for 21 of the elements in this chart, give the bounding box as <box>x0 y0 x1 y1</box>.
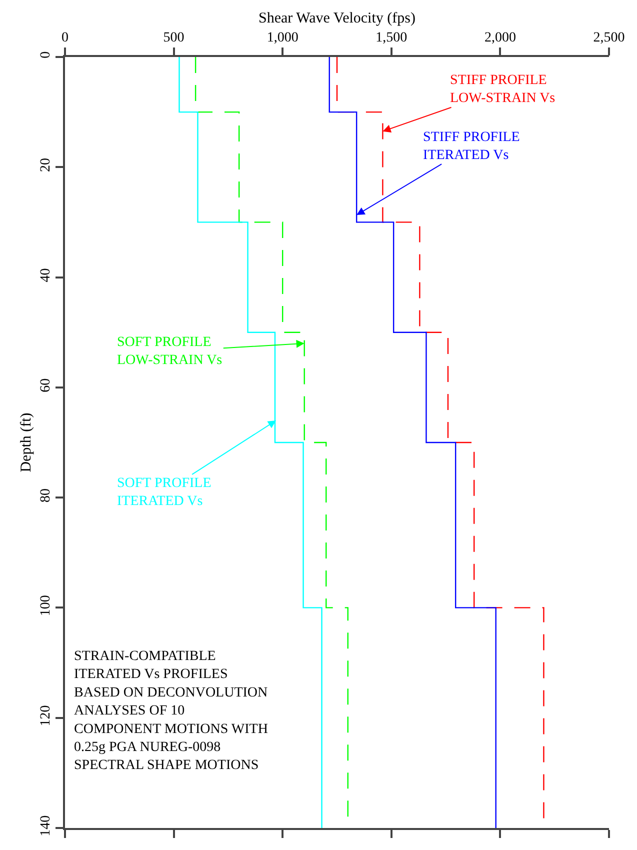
y-tick-label: 80 <box>38 488 54 502</box>
x-tick-label: 1,000 <box>266 30 298 46</box>
annotation: STRAIN-COMPATIBLE ITERATED Vs PROFILES BASED ON DECONVOLUTION ANALYSES OF 10 COMPONENT MOTIONS WITH 0.25g PGA NUREG-0098 SPECTRAL SHAPE MOTIONS <box>74 649 268 774</box>
x-axis-title: Shear Wave Velocity (fps) <box>258 10 416 26</box>
annotation: SOFT PROFILE ITERATED Vs <box>117 476 212 510</box>
y-axis-title: Depth (ft) <box>18 412 34 472</box>
y-tick-label: 120 <box>38 705 54 726</box>
y-tick-label: 60 <box>38 378 54 392</box>
x-tick-label: 2,000 <box>484 30 516 46</box>
x-tick-label: 0 <box>62 30 68 46</box>
y-tick-label: 40 <box>38 268 54 282</box>
y-tick-label: 140 <box>38 815 54 836</box>
x-tick-label: 1,500 <box>376 30 408 46</box>
x-tick-label: 2,500 <box>593 30 625 46</box>
annotation: SOFT PROFILE LOW-STRAIN Vs <box>117 335 222 368</box>
y-tick-label: 100 <box>38 595 54 616</box>
annotation: STIFF PROFILE LOW-STRAIN Vs <box>450 73 556 106</box>
y-tick-label: 0 <box>38 51 54 58</box>
y-tick-label: 20 <box>38 158 54 172</box>
x-tick-label: 500 <box>163 30 184 46</box>
annotation: STIFF PROFILE ITERATED Vs <box>423 130 520 164</box>
